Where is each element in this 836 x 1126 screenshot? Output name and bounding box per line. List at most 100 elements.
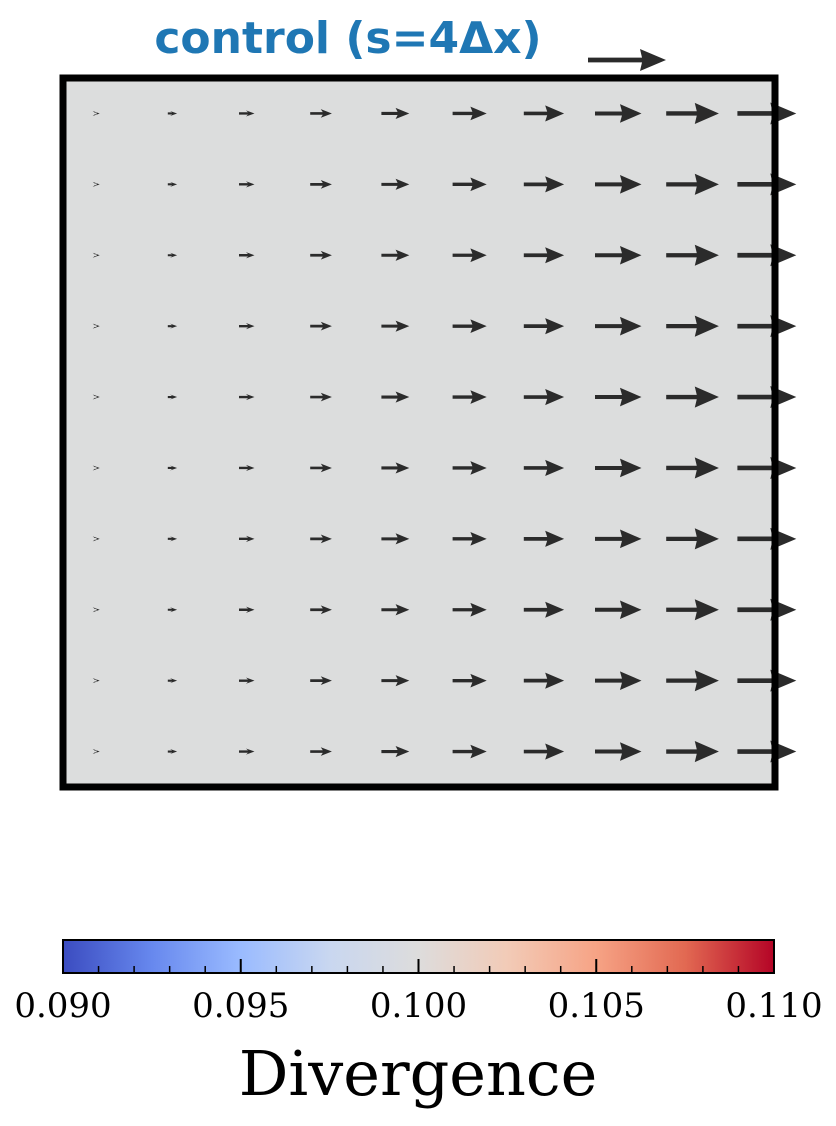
quiver-arrow [523, 318, 565, 335]
quiver-arrow [523, 530, 565, 547]
quiver-arrow [737, 598, 797, 621]
quiver-arrow [167, 394, 178, 400]
quiver-arrow [167, 678, 178, 684]
colorbar-tick-label: 0.090 [14, 986, 111, 1026]
quiver-arrow [381, 178, 410, 190]
quiver-arrow [310, 605, 332, 615]
quiver-arrow [737, 173, 797, 196]
quiver-arrow [595, 245, 642, 265]
quiver-arrow [167, 110, 178, 116]
quiver-arrow [595, 387, 642, 407]
quiver-arrow [523, 247, 565, 264]
quiver-arrow [167, 536, 178, 542]
quiver-arrow [737, 315, 797, 338]
colorbar-tick-label: 0.095 [192, 986, 289, 1026]
quiver-arrow [92, 536, 100, 542]
quiver-arrow [523, 459, 565, 477]
plot-frame [59, 74, 779, 791]
quiver-arrow [381, 391, 410, 403]
quiver-arrow [381, 675, 410, 687]
quiver-arrow [92, 607, 100, 613]
quiver-arrow [381, 107, 410, 120]
quiver-arrow [737, 669, 797, 692]
quiver-arrow [239, 323, 255, 330]
quiver-arrow [523, 176, 565, 193]
quiver-arrow [310, 321, 332, 331]
quiver-arrow [381, 533, 410, 545]
quiver-arrow [167, 465, 178, 471]
plot-field-background [63, 78, 775, 787]
quiver-arrow [737, 386, 797, 409]
quiver-arrow [167, 607, 178, 613]
quiver-arrow [523, 672, 565, 689]
quiver-arrow [666, 315, 719, 337]
quiver-arrow [452, 461, 487, 475]
quiver-arrow [666, 102, 719, 124]
quiver-arrow [92, 678, 100, 684]
quiver-arrow [239, 110, 255, 117]
quiver-arrow [92, 110, 100, 116]
quiver-arrow [310, 392, 332, 402]
colorbar-tick-label: 0.100 [370, 986, 467, 1026]
quiver-arrow [595, 529, 642, 549]
quiver-arrow [452, 248, 487, 263]
quiver-arrow [381, 249, 410, 261]
quiver-arrow [595, 104, 642, 123]
quiver-arrow [452, 177, 487, 192]
quiver-arrow [523, 105, 565, 122]
quiver-arrow [167, 252, 178, 258]
quiver-arrow [523, 743, 565, 760]
reference-arrow [588, 49, 666, 71]
quiver-arrow [737, 102, 797, 125]
quiver-arrow [92, 181, 100, 187]
quiver-arrow [310, 747, 332, 756]
quiver-arrow [737, 527, 797, 550]
quiver-arrow [381, 745, 410, 758]
quiver-arrow [310, 109, 332, 118]
quiver-arrow [239, 535, 255, 542]
colorbar-tick-label: 0.110 [725, 986, 822, 1026]
quiver-arrow [595, 175, 642, 194]
quiver-arrow [92, 252, 100, 258]
quiver-arrow [92, 394, 100, 400]
quiver-arrow [452, 744, 487, 759]
quiver-arrow [595, 316, 642, 336]
quiver-arrow [381, 462, 410, 474]
quiver-arrow [523, 388, 565, 406]
quiver-arrow [452, 106, 487, 121]
quiver-arrow [452, 390, 487, 404]
quiver-arrow [666, 244, 719, 266]
quiver-arrow [452, 532, 487, 546]
quiver-arrow [737, 456, 797, 479]
quiver-arrow [666, 173, 719, 195]
quiver-arrow [666, 386, 719, 408]
colorbar-tick-label: 0.105 [548, 986, 645, 1026]
quiver-arrow [595, 742, 642, 761]
quiver-arrow [666, 741, 719, 763]
quiver-arrow [737, 244, 797, 267]
colorbar-label: Divergence [239, 1037, 598, 1110]
quiver-arrow [167, 323, 178, 329]
quiver-arrow [239, 606, 255, 613]
quiver-arrow [452, 673, 487, 688]
quiver-arrow [381, 604, 410, 616]
quiver-arrow [595, 458, 642, 478]
quiver-arrow [310, 463, 332, 473]
quiver-arrow [666, 457, 719, 479]
quiver-arrow [167, 749, 178, 755]
quiver-arrow [666, 599, 719, 621]
quiver-arrows [92, 102, 797, 763]
quiver-arrow [310, 180, 332, 189]
colorbar-ticks: 0.090 0.095 0.100 0.105 0.110 [14, 959, 823, 1026]
quiver-arrow [452, 602, 487, 617]
quiver-arrow [167, 181, 178, 187]
quiver-arrow [666, 528, 719, 550]
quiver-arrow [310, 534, 332, 544]
quiver-arrow [737, 740, 797, 763]
quiver-arrow [310, 676, 332, 685]
quiver-arrow [239, 252, 255, 259]
quiver-arrow [239, 464, 255, 472]
quiver-arrow [310, 250, 332, 260]
quiver-arrow [595, 600, 642, 620]
